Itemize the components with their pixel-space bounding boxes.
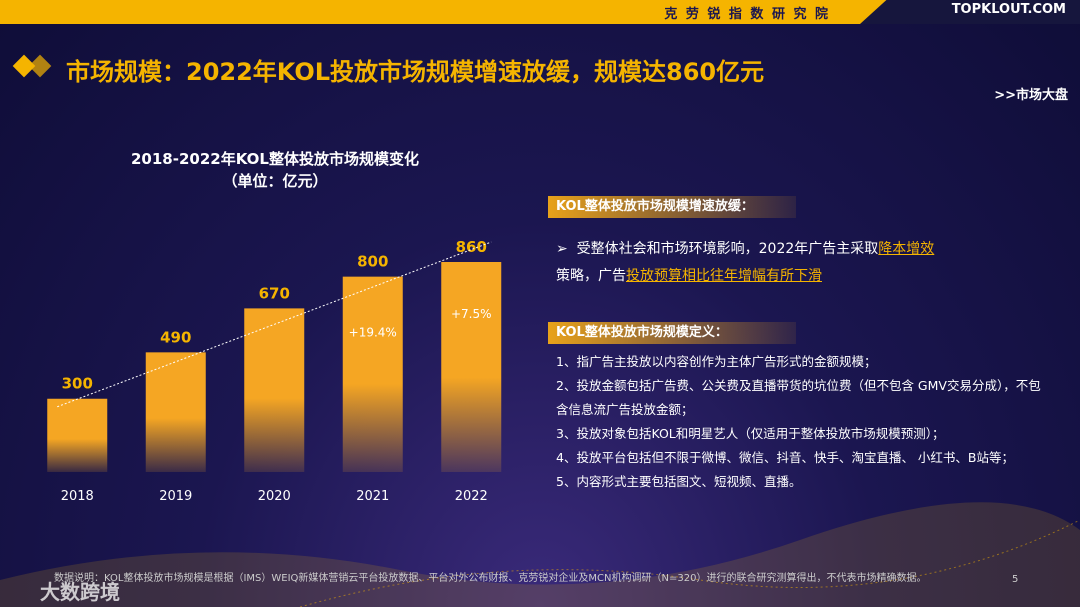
growth-annotation: +19.4% [349,326,397,340]
x-tick-label: 2020 [258,489,291,504]
value-label: 670 [259,284,290,302]
panel-text: ➢ 受整体社会和市场环境影响，2022年广告主采取降本增效策略，广告投放预算相比… [556,241,935,284]
highlight: 投放预算相比往年增幅有所下滑 [626,268,822,284]
text: 受整体社会和市场环境影响，2022年广告主采取 [576,241,879,257]
definition-item: 4、投放平台包括但不限于微博、微信、抖音、快手、淘宝直播、 小红书、B站等； [556,450,1015,465]
value-label: 860 [456,238,487,256]
section-link[interactable]: >>市场大盘 [994,88,1068,103]
org-name: 克 劳 锐 指 数 研 究 院 [664,7,830,22]
x-tick-label: 2021 [356,489,389,504]
x-tick-label: 2018 [61,489,94,504]
value-label: 490 [160,328,191,346]
bar [145,352,206,472]
page-number: 5 [1012,574,1019,585]
watermark: 大数跨境 [40,580,120,604]
definition-item: 2、投放金额包括广告费、公关费及直播带货的坑位费（但不包含 GMV交易分成），不… [556,378,1041,417]
bar [342,276,403,472]
wave-decoration [0,502,1080,607]
definition-item: 1、指广告主投放以内容创作为主体广告形式的金额规模； [556,354,877,369]
title-icon [12,54,52,78]
x-tick-label: 2022 [455,489,488,504]
bar [47,398,108,472]
panel-heading: KOL整体投放市场规模增速放缓： [548,196,796,218]
logo: TOPKLOUT.COM [860,0,1080,24]
text: 策略，广告 [556,268,626,284]
bar [441,262,502,472]
definition-item: 5、内容形式主要包括图文、短视频、直播。 [556,474,802,489]
chart: 2018-2022年KOL整体投放市场规模变化 （单位：亿元） 300 2018 4… [47,150,502,504]
bar [244,308,305,472]
definition-item: 3、投放对象包括KOL和明星艺人（仅适用于整体投放市场规模预测）； [556,426,945,441]
chart-title: 2018-2022年KOL整体投放市场规模变化 [131,150,419,168]
highlight: 降本增效 [878,241,935,257]
footnote: 数据说明：KOL整体投放市场规模是根据（IMS）WEIQ新媒体营销云平台投放数据… [54,573,927,584]
trend-line [57,241,492,408]
value-label: 300 [62,375,93,393]
x-tick-label: 2019 [159,489,192,504]
growth-annotation: +7.5% [451,307,492,321]
definition-list: 1、指广告主投放以内容创作为主体广告形式的金额规模； 2、投放金额包括广告费、公关… [556,350,1046,494]
chart-subtitle: （单位：亿元） [222,172,327,190]
slide-title: 市场规模：2022年KOL投放市场规模增速放缓，规模达860亿元 [66,58,765,86]
value-label: 800 [357,253,388,271]
panel-heading: KOL整体投放市场规模定义： [548,322,796,344]
